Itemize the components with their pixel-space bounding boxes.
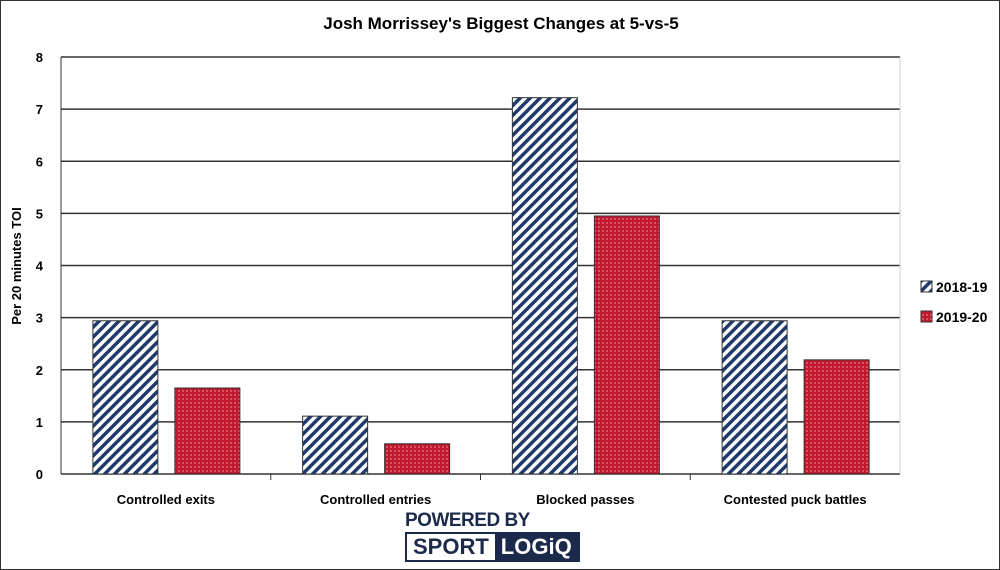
bar-2018-19 xyxy=(721,320,788,475)
legend-label: 2019-20 xyxy=(936,309,988,325)
bar-2018-19 xyxy=(511,97,578,475)
brand-sport: SPORT xyxy=(407,534,495,560)
legend-swatch-2019-20 xyxy=(920,310,933,323)
y-tick-label: 4 xyxy=(36,259,44,274)
legend-label: 2018-19 xyxy=(936,279,988,295)
bar-2019-20 xyxy=(384,443,451,475)
brand-logiq: LOGiQ xyxy=(494,534,578,560)
y-tick-label: 8 xyxy=(36,50,43,65)
bar-2018-19 xyxy=(92,320,159,475)
y-tick-label: 6 xyxy=(36,154,43,169)
y-axis-label: Per 20 minutes TOI xyxy=(9,207,24,325)
sportlogiq-logo: POWERED BY SPORT LOGiQ xyxy=(405,511,580,562)
y-tick-label: 5 xyxy=(36,206,43,221)
x-tick-label: Contested puck battles xyxy=(724,492,867,507)
bar-2019-20 xyxy=(174,387,241,475)
y-tick-label: 2 xyxy=(36,363,43,378)
legend-swatch-2018-19 xyxy=(920,280,933,293)
chart-title: Josh Morrissey's Biggest Changes at 5-vs… xyxy=(323,14,679,33)
powered-by-text: POWERED BY xyxy=(405,510,530,531)
x-tick-label: Controlled exits xyxy=(117,492,215,507)
x-tick-label: Controlled entries xyxy=(320,492,431,507)
y-tick-label: 0 xyxy=(36,467,43,482)
bar-2019-20 xyxy=(593,215,660,475)
y-tick-label: 1 xyxy=(36,415,43,430)
bar-2019-20 xyxy=(803,359,870,475)
bar-2018-19 xyxy=(302,415,369,475)
y-tick-label: 7 xyxy=(36,102,43,117)
x-tick-label: Blocked passes xyxy=(536,492,634,507)
y-tick-label: 3 xyxy=(36,311,43,326)
